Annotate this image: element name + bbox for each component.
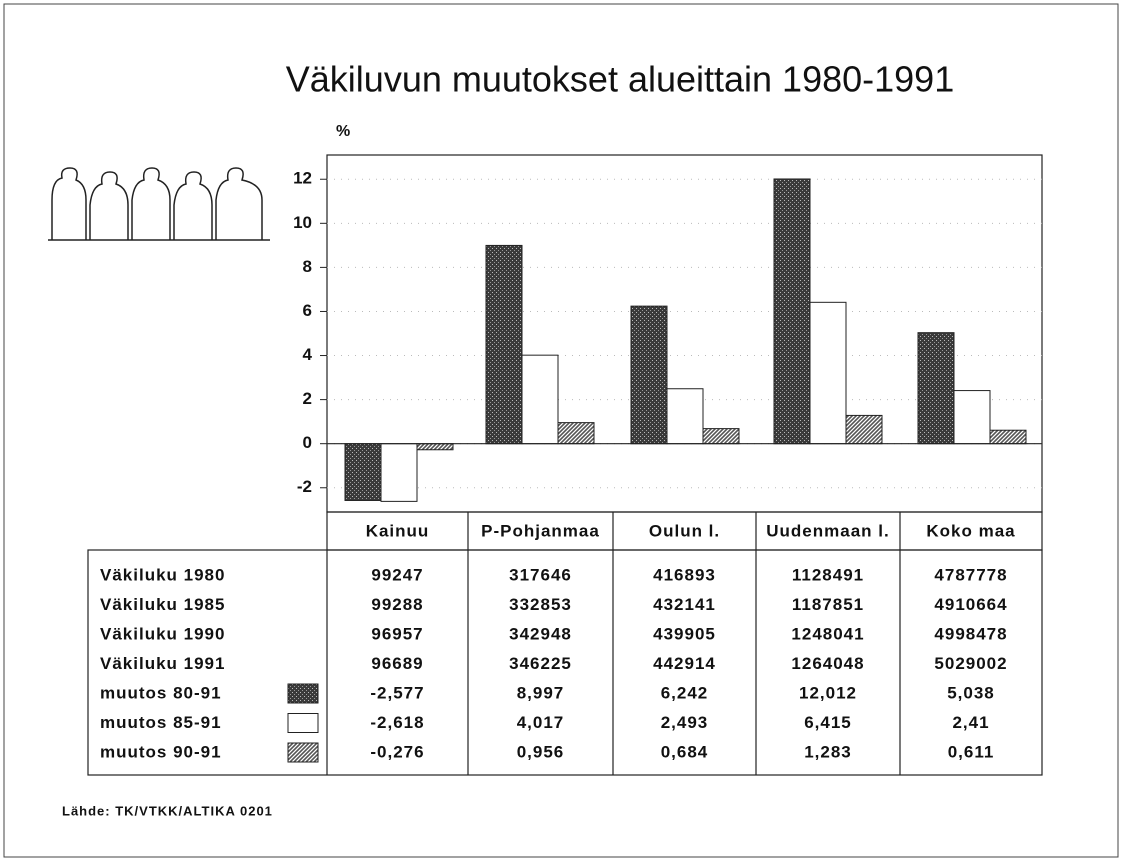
value-label: 6,415 (804, 713, 852, 732)
table-cell: 1187851 (792, 595, 864, 614)
legend-label: muutos 85-91 (100, 713, 222, 732)
table-cell: 1248041 (791, 624, 864, 643)
value-label: 0,684 (661, 742, 709, 761)
category-label: Koko maa (926, 521, 1015, 540)
category-label: P-Pohjanmaa (481, 521, 600, 540)
bar (667, 389, 703, 444)
table-lines (88, 155, 1042, 775)
y-axis-label: % (336, 123, 350, 140)
bar (954, 391, 990, 444)
y-tick-label: 0 (303, 433, 312, 452)
legend-swatch (288, 714, 318, 733)
table-cell: 1128491 (792, 565, 864, 584)
table-cell: 442914 (653, 654, 716, 673)
chart-title: Väkiluvun muutokset alueittain 1980-1991 (286, 59, 954, 100)
category-label: Uudenmaan l. (766, 521, 889, 540)
row-label: Väkiluku 1980 (100, 565, 225, 584)
table-cell: 432141 (653, 595, 716, 614)
people-icon (48, 168, 270, 240)
bar (774, 179, 810, 444)
y-tick-label: 12 (293, 169, 312, 188)
legend-label: muutos 80-91 (100, 683, 222, 702)
table-cell: 332853 (509, 595, 572, 614)
table-cell: 99247 (371, 565, 423, 584)
table-cell: 96957 (371, 624, 423, 643)
value-label: -2,577 (370, 683, 424, 702)
value-label: 4,017 (517, 713, 565, 732)
bar (810, 302, 846, 443)
value-label: 12,012 (799, 683, 857, 702)
table-cell: 416893 (653, 565, 716, 584)
category-label: Oulun l. (649, 521, 720, 540)
bar (417, 444, 453, 450)
bar (918, 333, 954, 444)
row-label: Väkiluku 1991 (100, 654, 225, 673)
table-cell: 342948 (509, 624, 572, 643)
y-tick-label: 4 (303, 345, 313, 364)
bar (381, 444, 417, 502)
bar (990, 430, 1026, 443)
value-label: -2,618 (370, 713, 424, 732)
bar (846, 415, 882, 443)
legend-swatch (288, 743, 318, 762)
value-label: 8,997 (517, 683, 565, 702)
y-tick-label: 2 (303, 389, 312, 408)
value-label: -0,276 (370, 742, 424, 761)
y-tick-label: 10 (293, 213, 312, 232)
bar (631, 306, 667, 444)
table-cell: 99288 (371, 595, 423, 614)
bar (703, 429, 739, 444)
legend-label: muutos 90-91 (100, 742, 222, 761)
table-cell: 1264048 (791, 654, 864, 673)
value-label: 0,956 (517, 742, 565, 761)
table-cell: 96689 (371, 654, 423, 673)
table-cell: 317646 (509, 565, 572, 584)
y-tick-label: 6 (303, 301, 312, 320)
table-cell: 5029002 (934, 654, 1007, 673)
value-label: 5,038 (947, 683, 995, 702)
row-label: Väkiluku 1990 (100, 624, 225, 643)
table-cell: 439905 (653, 624, 716, 643)
value-label: 1,283 (804, 742, 852, 761)
value-label: 0,611 (948, 742, 995, 761)
row-label: Väkiluku 1985 (100, 595, 225, 614)
bar (522, 355, 558, 444)
value-label: 6,242 (661, 683, 709, 702)
y-tick-label: -2 (297, 477, 312, 496)
category-label: Kainuu (366, 521, 430, 540)
table-cell: 4787778 (934, 565, 1007, 584)
table-cell: 346225 (509, 654, 572, 673)
bar (345, 444, 381, 501)
source: Lähde: TK/VTKK/ALTIKA 0201 (62, 803, 273, 818)
table-cell: 4910664 (934, 595, 1007, 614)
chart: Väkiluvun muutokset alueittain 1980-1991… (0, 0, 1122, 861)
table-cell: 4998478 (934, 624, 1007, 643)
bar (486, 245, 522, 443)
y-tick-label: 8 (303, 257, 312, 276)
legend-swatch (288, 684, 318, 703)
value-label: 2,41 (952, 713, 989, 732)
value-label: 2,493 (661, 713, 709, 732)
bar (558, 423, 594, 444)
